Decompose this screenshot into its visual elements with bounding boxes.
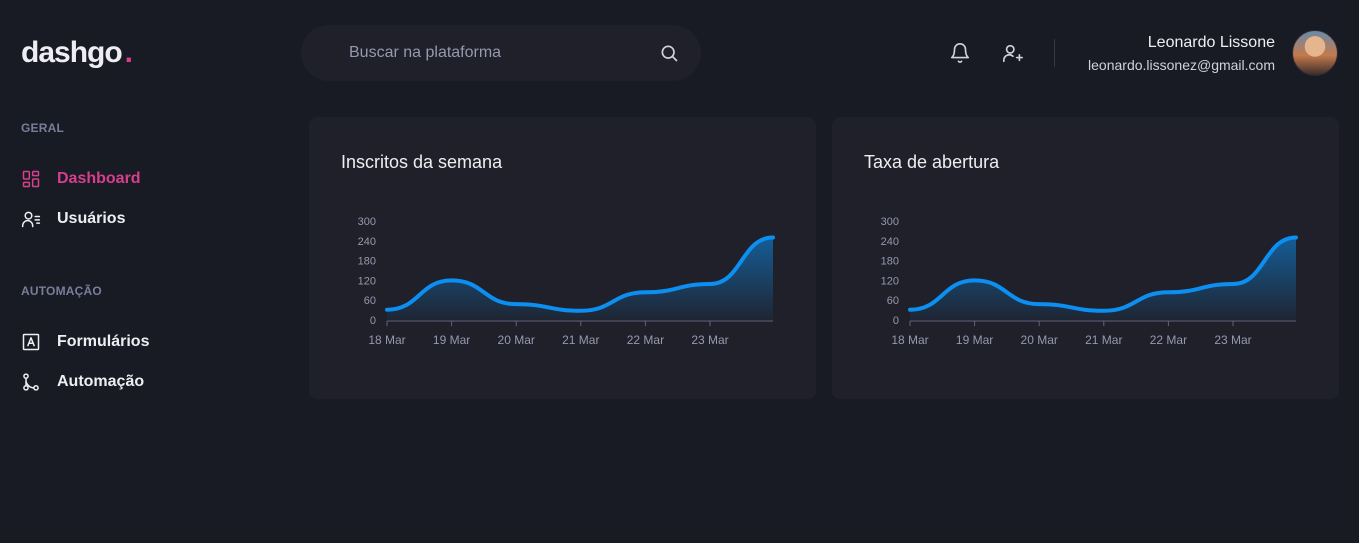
series-area — [387, 237, 773, 320]
x-tick-label: 21 Mar — [562, 333, 599, 347]
y-tick-label: 300 — [358, 216, 376, 228]
x-tick-label: 22 Mar — [1150, 333, 1187, 347]
sidebar-section-automacao: AUTOMAÇÃO — [21, 284, 102, 298]
x-tick-label: 20 Mar — [1021, 333, 1058, 347]
area-chart: 0 60 120 180 240 300 18 Mar 19 Mar 20 Mar 21 Mar 2… — [881, 216, 1298, 347]
y-tick-label: 240 — [881, 236, 899, 248]
series-area — [910, 237, 1296, 320]
y-tick-label: 0 — [893, 315, 899, 327]
avatar[interactable] — [1292, 30, 1338, 76]
bell-icon[interactable] — [949, 42, 971, 64]
user-email: leonardo.lissonez@gmail.com — [1088, 57, 1275, 73]
sidebar-item-label: Automação — [57, 373, 145, 390]
dashboard-icon — [22, 170, 40, 188]
y-tick-label: 240 — [358, 236, 376, 248]
x-tick-label: 18 Mar — [368, 333, 405, 347]
card-title: Taxa de abertura — [864, 152, 1000, 172]
git-merge-icon — [23, 373, 39, 391]
series-line — [385, 235, 775, 313]
series-line — [908, 235, 1298, 313]
y-tick-label: 120 — [881, 275, 899, 287]
logo-text: dashgo — [21, 36, 123, 69]
y-tick-label: 180 — [881, 256, 899, 268]
sidebar-item-dashboard[interactable]: Dashboard — [21, 167, 141, 191]
x-tick-label: 23 Mar — [691, 333, 728, 347]
chart-card-abertura: Taxa de abertura 0 60 120 180 240 300 18 Mar 19… — [832, 117, 1339, 399]
sidebar-item-label: Dashboard — [57, 170, 141, 187]
y-tick-label: 180 — [358, 256, 376, 268]
form-icon — [22, 333, 40, 351]
x-tick-label: 20 Mar — [498, 333, 535, 347]
x-tick-label: 21 Mar — [1085, 333, 1122, 347]
search-bar[interactable] — [301, 25, 701, 81]
user-add-icon[interactable] — [1002, 42, 1024, 64]
sidebar-item-label: Formulários — [57, 333, 150, 350]
header-divider — [1054, 39, 1055, 67]
sidebar-item-automacao[interactable]: Automação — [21, 370, 144, 394]
y-tick-label: 300 — [881, 216, 899, 228]
user-name: Leonardo Lissone — [1147, 34, 1275, 51]
x-tick-label: 19 Mar — [956, 333, 993, 347]
x-tick-label: 23 Mar — [1214, 333, 1251, 347]
sidebar-section-geral: GERAL — [21, 121, 64, 135]
y-tick-label: 60 — [887, 295, 899, 307]
y-tick-label: 120 — [358, 275, 376, 287]
users-icon — [21, 211, 41, 228]
chart-card-inscritos: Inscritos da semana 0 60 120 180 240 300 18 Ma… — [309, 117, 816, 399]
area-chart: 0 60 120 180 240 300 18 Mar 19 Mar 20 Mar 21 Mar 2… — [358, 216, 775, 347]
card-title: Inscritos da semana — [341, 152, 503, 172]
y-tick-label: 0 — [370, 315, 376, 327]
x-tick-label: 19 Mar — [433, 333, 470, 347]
sidebar-item-label: Usuários — [57, 210, 126, 227]
sidebar-item-usuarios[interactable]: Usuários — [21, 207, 125, 231]
search-icon[interactable] — [659, 43, 679, 63]
x-tick-label: 18 Mar — [891, 333, 928, 347]
y-tick-label: 60 — [364, 295, 376, 307]
x-tick-label: 22 Mar — [627, 333, 664, 347]
search-input[interactable] — [349, 44, 659, 62]
logo-dot: . — [124, 36, 133, 69]
logo: dashgo. — [21, 36, 133, 70]
sidebar-item-formularios[interactable]: Formulários — [21, 330, 149, 354]
